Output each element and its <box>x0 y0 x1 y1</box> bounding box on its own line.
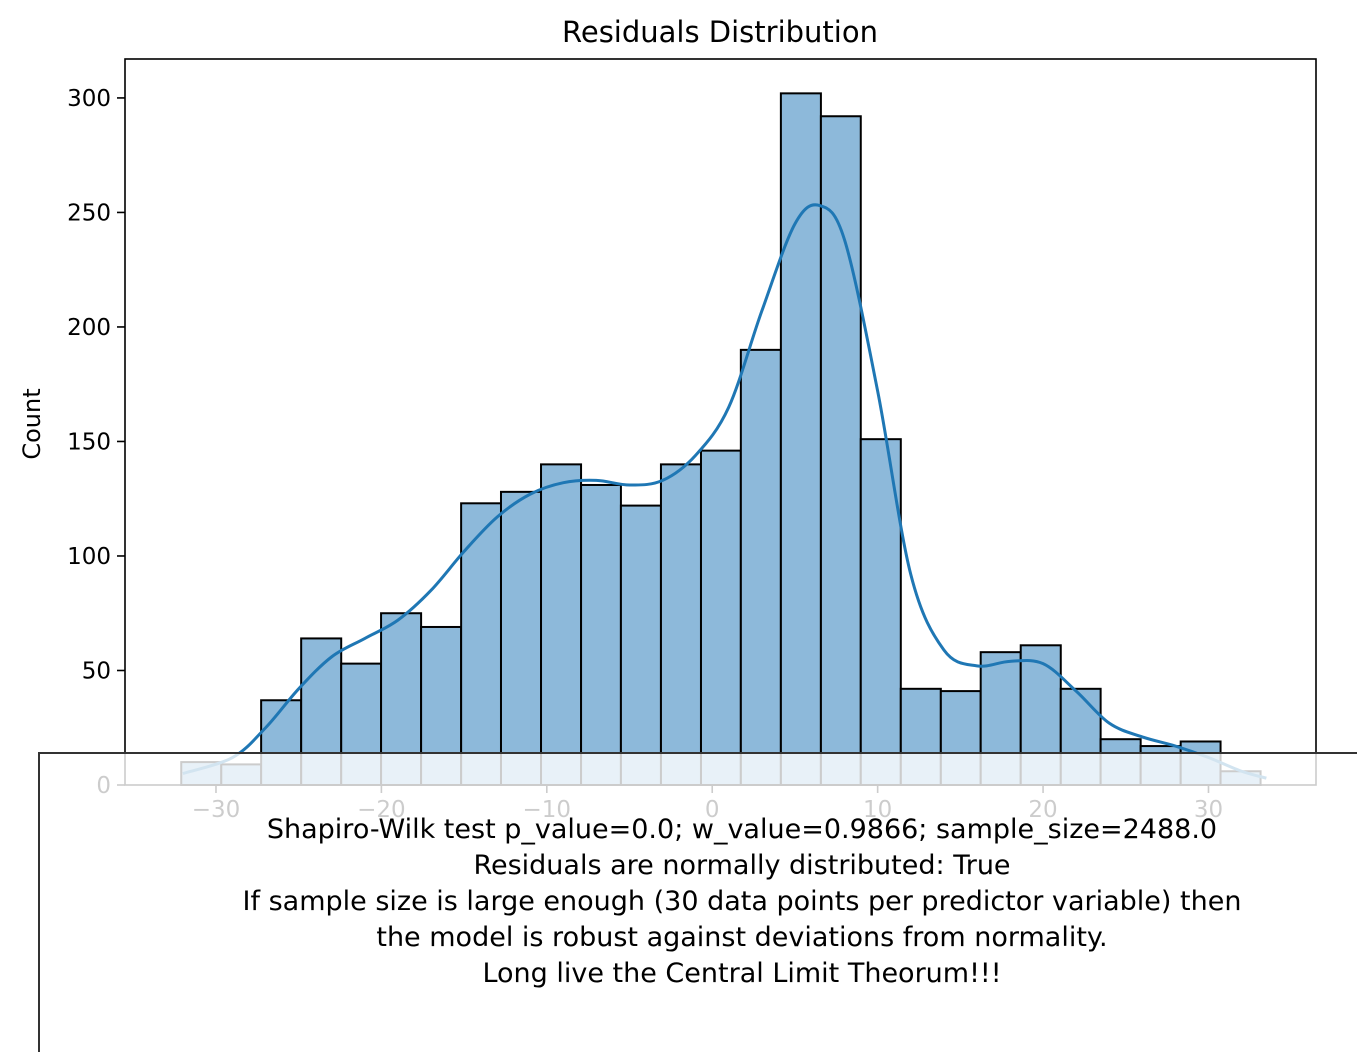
histogram-bar <box>499 490 543 786</box>
histogram-bar <box>699 449 742 786</box>
kde-curve <box>182 203 1267 780</box>
robustness-note: the model is robust against deviations f… <box>376 922 1108 953</box>
y-tick-label: 50 <box>82 658 111 684</box>
histogram-bar <box>619 504 662 786</box>
annotation-text: Shapiro-Wilk test p_value=0.0; w_value=0… <box>0 812 1357 992</box>
sample-size-note: If sample size is large enough (30 data … <box>242 886 1242 917</box>
histogram-bar <box>859 438 902 786</box>
histogram-bar <box>779 92 822 786</box>
annotation-panel <box>38 752 1357 1052</box>
histogram-bar <box>739 348 782 786</box>
histogram-bar <box>819 115 862 787</box>
y-axis-label: Count <box>18 388 46 459</box>
shapiro-wilk-result: Shapiro-Wilk test p_value=0.0; w_value=0… <box>266 814 1218 845</box>
histogram-bar <box>540 463 583 786</box>
y-axis-ticks: 050100150200250300 <box>67 86 125 799</box>
chart-title: Residuals Distribution <box>562 15 878 49</box>
clt-note: Long live the Central Limit Theorum!!! <box>482 958 1002 989</box>
histogram-bar <box>659 463 702 786</box>
histogram-bar <box>460 502 502 786</box>
y-tick-label: 150 <box>67 429 111 455</box>
histogram-bar <box>580 483 622 786</box>
normality-result: Residuals are normally distributed: True <box>473 850 1011 881</box>
y-tick-label: 100 <box>67 544 111 570</box>
y-tick-label: 250 <box>67 200 111 226</box>
histogram-bars <box>180 92 1262 787</box>
y-tick-label: 200 <box>67 315 111 341</box>
y-tick-label: 300 <box>67 86 111 112</box>
